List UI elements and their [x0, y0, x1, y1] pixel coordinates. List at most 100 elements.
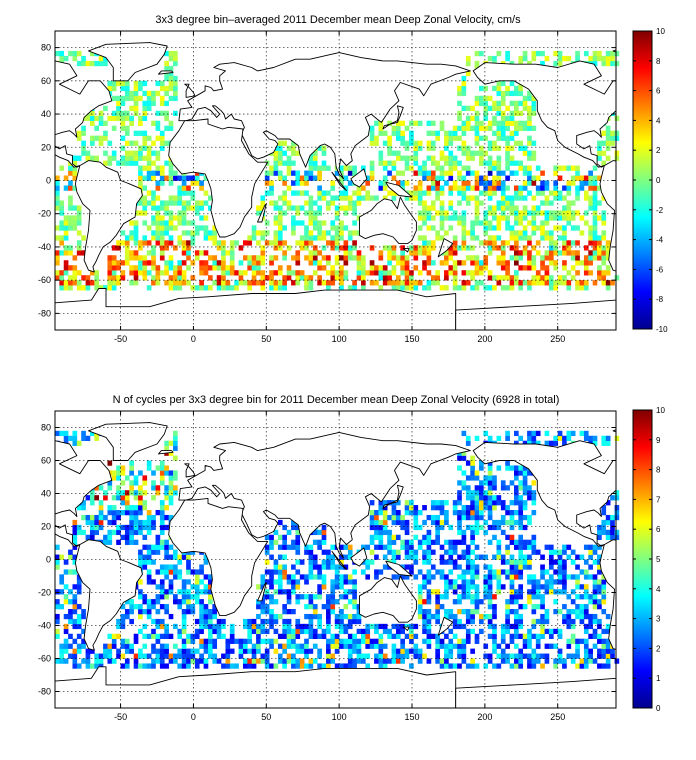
bin-cell: [63, 594, 69, 600]
bin-cell: [387, 658, 392, 664]
bin-cell: [395, 500, 401, 506]
bin-cell: [514, 510, 519, 516]
bin-cell: [500, 485, 506, 491]
bin-cell: [465, 475, 471, 481]
bin-cell: [496, 653, 502, 659]
bin-cell: [120, 604, 126, 610]
bin-cell: [260, 609, 266, 615]
bin-cell: [452, 589, 458, 595]
bin-cell: [509, 663, 515, 669]
bin-cell: [514, 195, 519, 201]
bin-cell: [317, 170, 322, 176]
bin-cell: [430, 260, 436, 266]
bin-cell: [409, 270, 414, 276]
bin-cell: [81, 150, 86, 156]
bin-cell: [557, 549, 563, 555]
bin-cell: [601, 505, 607, 511]
bin-cell: [588, 195, 593, 201]
bin-cell: [155, 170, 161, 176]
bin-cell: [247, 235, 253, 241]
bin-cell: [588, 270, 593, 276]
colorbar-tick-label: 10: [656, 27, 665, 36]
bin-cell: [548, 210, 554, 216]
bin-cell: [444, 135, 449, 141]
bin-cell: [120, 495, 126, 501]
bin-cell: [173, 594, 178, 600]
bin-cell: [194, 594, 200, 600]
bin-cell: [518, 210, 524, 216]
bin-cell: [72, 638, 78, 644]
colorbar-tick-label: 5: [656, 555, 661, 564]
bin-cell: [98, 514, 104, 521]
bin-cell: [470, 559, 475, 565]
bin-cell: [155, 240, 161, 246]
land-polygon: [612, 429, 616, 433]
bin-cell: [111, 255, 117, 261]
bin-cell: [610, 495, 615, 501]
bin-cell: [387, 280, 392, 286]
bin-cell: [264, 618, 270, 625]
bin-cell: [138, 150, 143, 156]
bin-cell: [575, 190, 580, 196]
bin-cell: [111, 470, 117, 476]
bin-cell: [492, 160, 497, 166]
bin-cell: [540, 170, 545, 176]
bin-cell: [374, 140, 379, 146]
bin-cell: [422, 250, 427, 256]
bin-cell: [597, 235, 602, 241]
bin-cell: [483, 230, 489, 236]
bin-cell: [361, 275, 366, 281]
bin-cell: [474, 574, 480, 580]
bin-cell: [496, 663, 502, 669]
bin-cell: [264, 648, 270, 654]
bin-cell: [76, 604, 82, 610]
bin-cell: [282, 160, 287, 166]
bin-cell: [186, 265, 191, 271]
bin-cell: [194, 633, 200, 639]
bin-cell: [164, 470, 169, 476]
bin-cell: [553, 628, 559, 635]
bin-cell: [129, 534, 134, 540]
bin-cell: [601, 255, 607, 261]
x-tick-label: 0: [191, 334, 196, 344]
bin-cell: [317, 589, 322, 595]
bin-cell: [444, 210, 449, 216]
bin-cell: [343, 195, 349, 201]
bin-cell: [177, 559, 183, 565]
bin-cell: [474, 235, 480, 241]
bin-cell: [382, 544, 388, 550]
bin-cell: [422, 205, 427, 211]
bin-cell: [479, 485, 484, 491]
bin-cell: [159, 460, 165, 466]
bin-cell: [544, 618, 550, 625]
bin-cell: [500, 210, 506, 216]
bin-cell: [435, 514, 440, 521]
bin-cell: [168, 80, 174, 87]
bin-cell: [457, 514, 462, 521]
bin-cell: [164, 589, 169, 595]
bin-cell: [352, 190, 357, 196]
bin-cell: [562, 165, 567, 171]
bin-cell: [422, 623, 427, 630]
bin-cell: [409, 569, 414, 575]
bin-cell: [479, 514, 484, 521]
bin-cell: [151, 485, 156, 491]
bin-cell: [465, 70, 471, 77]
bin-cell: [395, 285, 401, 291]
bin-cell: [234, 280, 239, 286]
bin-cell: [470, 534, 475, 540]
bin-cell: [164, 663, 169, 669]
bin-cell: [426, 599, 432, 605]
bin-cell: [343, 613, 349, 620]
bin-cell: [465, 554, 471, 560]
bin-cell: [295, 584, 301, 590]
bin-cell: [448, 554, 454, 560]
bin-cell: [448, 175, 454, 181]
bin-cell: [562, 440, 567, 446]
bin-cell: [452, 618, 458, 625]
bin-cell: [155, 485, 161, 491]
bin-cell: [256, 613, 261, 620]
bin-cell: [452, 180, 458, 186]
bin-cell: [439, 643, 445, 649]
bin-cell: [291, 145, 296, 151]
